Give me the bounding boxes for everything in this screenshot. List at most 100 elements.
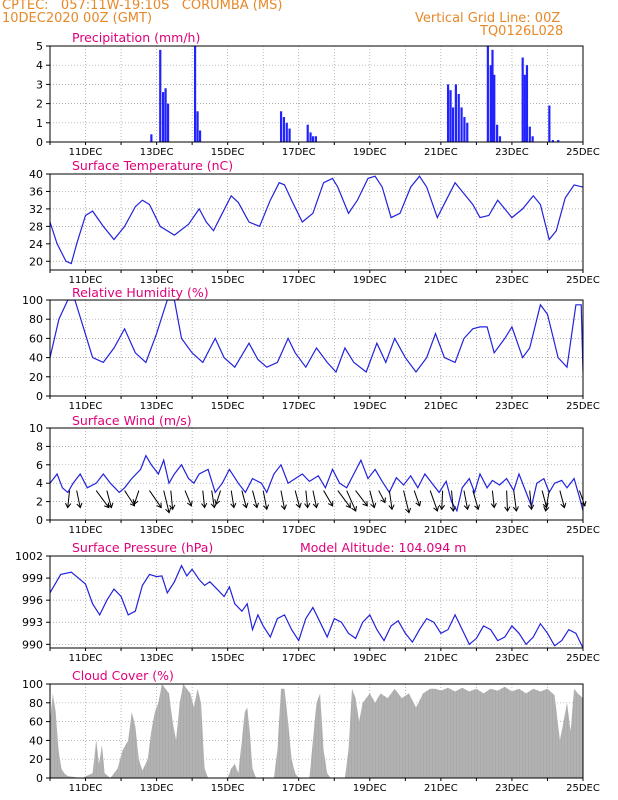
header-date: 10DEC2020 00Z (GMT)	[2, 11, 153, 26]
wind-arrow-head	[474, 504, 481, 511]
wind-arrow	[513, 490, 517, 512]
wind-arrow-head	[415, 500, 422, 507]
y-tick-label: 993	[22, 616, 43, 629]
wind-arrow	[463, 490, 469, 510]
y-tick-label: 20	[29, 371, 43, 384]
y-tick-label: 1002	[15, 550, 43, 563]
y-tick-label: 2	[36, 496, 43, 509]
wind-arrow	[337, 490, 351, 508]
wind-arrow	[202, 490, 206, 508]
wind-arrow-head	[107, 502, 114, 509]
precip-bar	[521, 57, 524, 142]
x-tick-label: 25DEC	[566, 147, 600, 158]
precip-bar	[282, 117, 286, 142]
x-tick-label: 11DEC	[69, 401, 103, 412]
y-tick-label: 32	[29, 203, 43, 216]
wind-arrow	[76, 490, 81, 508]
x-tick-label: 25DEC	[566, 783, 600, 794]
wind-arrow	[429, 490, 438, 512]
x-tick-label: 25DEC	[566, 401, 600, 412]
y-tick-label: 3	[36, 78, 43, 91]
y-tick-label: 80	[29, 313, 43, 326]
wind-arrow	[559, 490, 565, 508]
series-line	[50, 454, 583, 513]
x-tick-label: 11DEC	[69, 147, 103, 158]
x-tick-label: 23DEC	[495, 525, 529, 536]
precip-bar	[493, 74, 496, 142]
x-tick-label: 19DEC	[353, 147, 387, 158]
precip-bar	[288, 128, 291, 142]
wind-arrow	[163, 490, 170, 513]
wind-arrow-head	[186, 500, 193, 507]
wind-arrow	[541, 490, 548, 508]
precip-bar	[150, 134, 153, 142]
wind-arrow-head	[263, 504, 270, 511]
x-tick-label: 25DEC	[566, 525, 600, 536]
wind-arrow-head	[388, 504, 395, 511]
precip-bar	[306, 124, 309, 142]
wind-arrow-head	[295, 502, 302, 509]
x-tick-label: 23DEC	[495, 275, 529, 286]
x-tick-label: 11DEC	[69, 653, 103, 664]
y-tick-label: 60	[29, 332, 43, 345]
x-tick-label: 21DEC	[424, 525, 458, 536]
x-tick-label: 11DEC	[69, 525, 103, 536]
y-tick-label: 20	[29, 255, 43, 268]
precip-bar	[531, 136, 534, 142]
precip-bar	[164, 88, 167, 142]
precip-bar	[460, 107, 463, 142]
wind-arrow	[369, 490, 375, 508]
panel-title: Surface Temperature (nC)	[72, 158, 233, 173]
wind-arrow	[441, 490, 444, 510]
y-tick-label: 100	[22, 678, 43, 691]
x-tick-label: 11DEC	[69, 275, 103, 286]
precip-bar	[551, 140, 554, 142]
y-tick-label: 4	[36, 477, 43, 490]
wind-arrow-head	[345, 502, 351, 509]
wind-arrow	[491, 490, 495, 508]
x-tick-label: 21DEC	[424, 147, 458, 158]
wind-arrow	[578, 490, 586, 507]
wind-arrow-head	[490, 502, 497, 509]
panel-title: Relative Humidity (%)	[72, 285, 209, 300]
x-tick-label: 19DEC	[353, 653, 387, 664]
wind-arrow-head	[280, 504, 287, 511]
series-line	[50, 564, 583, 648]
precip-bar	[498, 136, 502, 142]
precip-bar	[311, 136, 315, 142]
wind-arrow-head	[201, 502, 208, 509]
wind-arrow	[149, 490, 162, 508]
x-tick-label: 15DEC	[211, 147, 245, 158]
wind-arrow-head	[312, 502, 319, 509]
precip-bar	[451, 107, 455, 142]
wind-arrow	[170, 490, 174, 510]
y-tick-label: 996	[22, 594, 43, 607]
y-tick-label: 2	[36, 98, 43, 111]
x-tick-label: 21DEC	[424, 275, 458, 286]
wind-arrow	[388, 490, 393, 510]
y-tick-label: 5	[36, 40, 43, 53]
precip-bar	[454, 84, 457, 142]
wind-arrow-head	[351, 505, 357, 512]
x-tick-label: 17DEC	[282, 275, 316, 286]
y-tick-label: 24	[29, 238, 43, 251]
x-tick-label: 15DEC	[211, 275, 245, 286]
wind-arrow-head	[504, 506, 511, 512]
wind-arrow	[346, 490, 357, 512]
x-tick-label: 21DEC	[424, 401, 458, 412]
x-tick-label: 23DEC	[495, 401, 529, 412]
x-tick-label: 15DEC	[211, 525, 245, 536]
wind-arrow	[184, 490, 192, 507]
panel-annotation: Model Altitude: 104.094 m	[300, 540, 466, 555]
wind-arrow	[506, 490, 509, 511]
x-tick-label: 25DEC	[566, 275, 600, 286]
wind-arrow-head	[463, 504, 470, 511]
wind-arrow	[529, 490, 532, 510]
x-tick-label: 17DEC	[282, 783, 316, 794]
precip-bar	[193, 46, 197, 142]
x-tick-label: 25DEC	[566, 653, 600, 664]
precip-bar	[446, 84, 450, 142]
wind-arrow	[252, 490, 258, 508]
y-tick-label: 0	[36, 772, 43, 785]
precip-bar	[496, 124, 499, 142]
